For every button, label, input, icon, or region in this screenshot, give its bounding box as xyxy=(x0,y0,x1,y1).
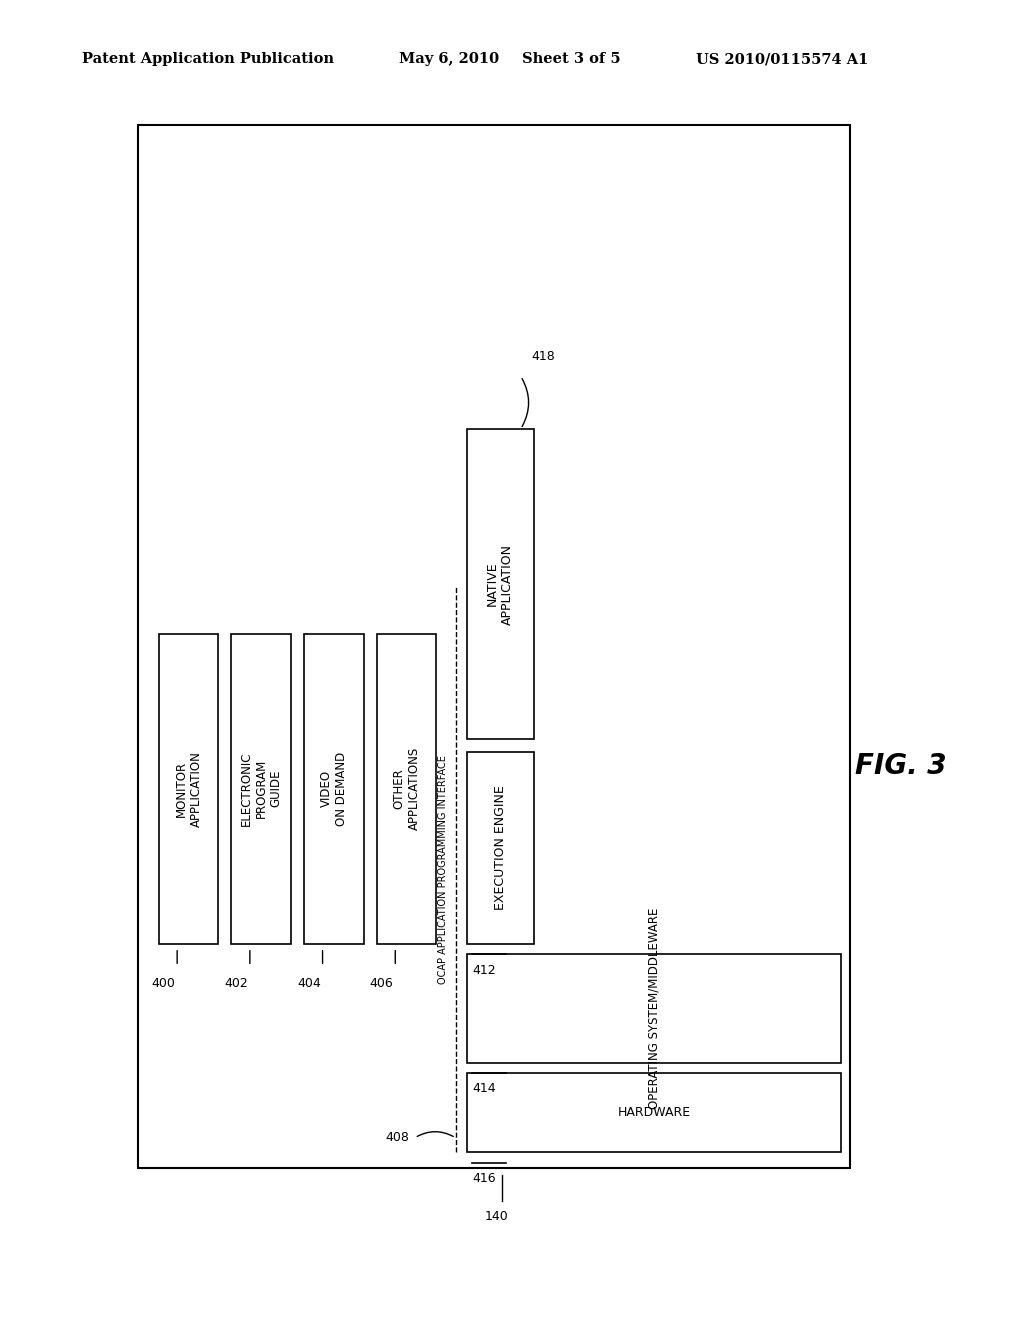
Text: US 2010/0115574 A1: US 2010/0115574 A1 xyxy=(696,53,868,66)
Bar xyxy=(138,125,850,1168)
Text: HARDWARE: HARDWARE xyxy=(617,1106,690,1119)
Text: MONITOR
APPLICATION: MONITOR APPLICATION xyxy=(174,751,203,826)
Text: 414: 414 xyxy=(472,1082,496,1096)
Bar xyxy=(467,752,534,944)
Text: OPERATING SYSTEM/MIDDLEWARE: OPERATING SYSTEM/MIDDLEWARE xyxy=(647,908,660,1109)
Text: OCAP APPLICATION PROGRAMMING INTERFACE: OCAP APPLICATION PROGRAMMING INTERFACE xyxy=(438,755,449,985)
Text: FIG. 3: FIG. 3 xyxy=(855,751,947,780)
Text: ELECTRONIC
PROGRAM
GUIDE: ELECTRONIC PROGRAM GUIDE xyxy=(240,751,283,826)
Text: 406: 406 xyxy=(370,977,393,990)
Text: VIDEO
ON DEMAND: VIDEO ON DEMAND xyxy=(319,751,348,826)
Text: Patent Application Publication: Patent Application Publication xyxy=(82,53,334,66)
Bar xyxy=(467,429,534,739)
Text: 408: 408 xyxy=(386,1131,410,1144)
Text: 140: 140 xyxy=(484,1210,509,1224)
Bar xyxy=(377,634,436,944)
Text: 412: 412 xyxy=(472,964,496,977)
Bar xyxy=(467,954,841,1063)
Text: EXECUTION ENGINE: EXECUTION ENGINE xyxy=(494,785,507,911)
Bar xyxy=(159,634,218,944)
Text: 404: 404 xyxy=(297,977,321,990)
Text: NATIVE
APPLICATION: NATIVE APPLICATION xyxy=(486,544,514,624)
Text: 400: 400 xyxy=(152,977,175,990)
Bar xyxy=(231,634,291,944)
Text: 418: 418 xyxy=(531,350,555,363)
Text: May 6, 2010: May 6, 2010 xyxy=(399,53,500,66)
Text: 402: 402 xyxy=(224,977,248,990)
Text: Sheet 3 of 5: Sheet 3 of 5 xyxy=(522,53,621,66)
Text: 416: 416 xyxy=(472,1172,496,1185)
Bar xyxy=(467,1073,841,1152)
Text: OTHER
APPLICATIONS: OTHER APPLICATIONS xyxy=(392,747,421,830)
Bar xyxy=(304,634,364,944)
